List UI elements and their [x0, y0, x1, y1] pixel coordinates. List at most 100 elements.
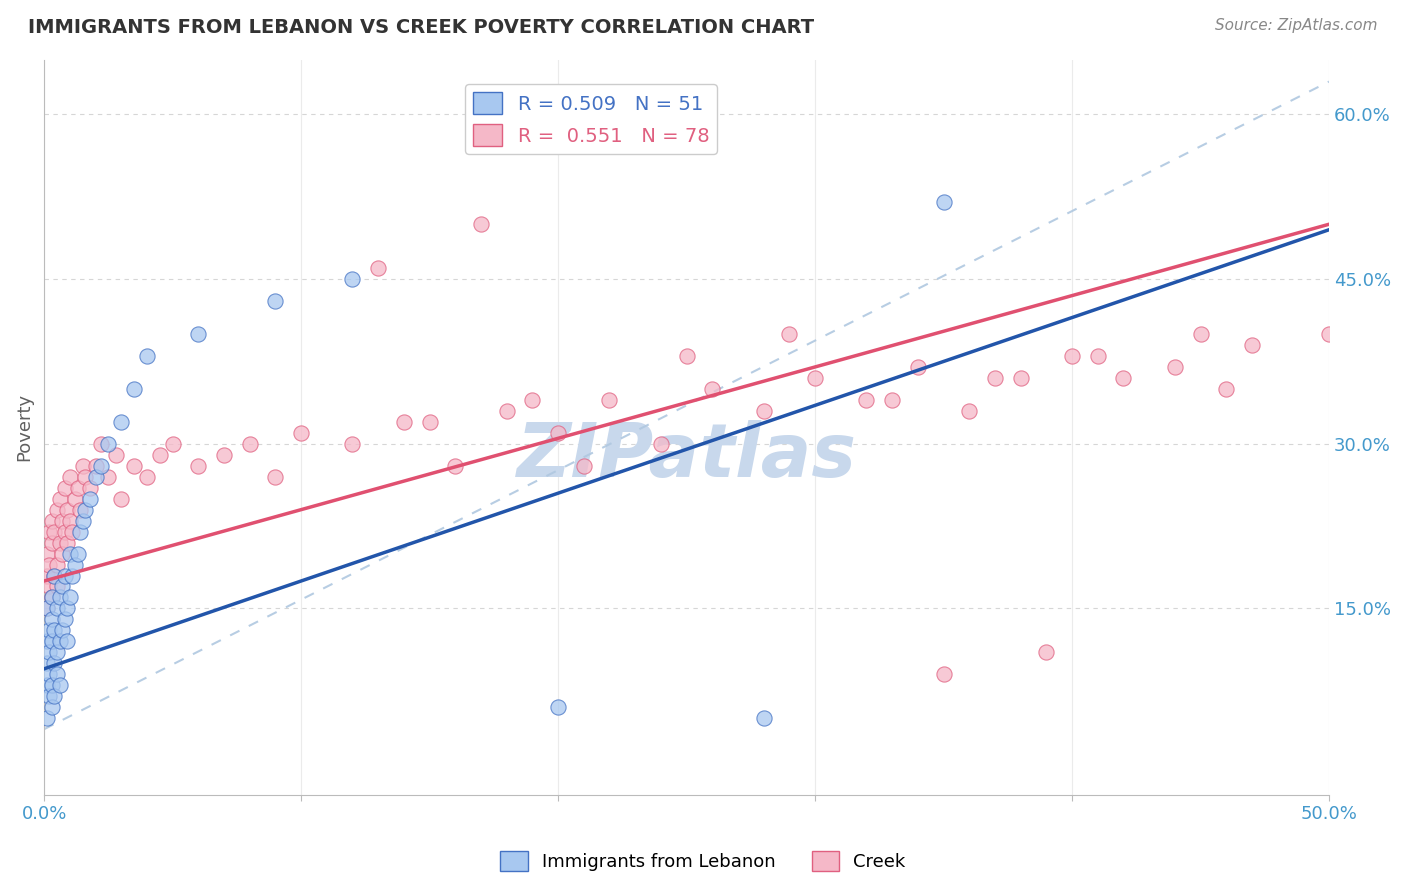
- Point: [41, 634, 63, 648]
- Point: [110, 491, 132, 506]
- Point: [984, 371, 1007, 385]
- Point: [59, 514, 82, 528]
- Point: [51, 580, 73, 594]
- Point: [122, 382, 145, 396]
- Point: [44, 657, 66, 671]
- Point: [598, 392, 620, 407]
- Point: [105, 448, 128, 462]
- Point: [63, 491, 86, 506]
- Point: [444, 458, 467, 473]
- Point: [675, 349, 697, 363]
- Point: [239, 437, 262, 451]
- Point: [1035, 645, 1057, 659]
- Point: [38, 558, 60, 572]
- Point: [41, 535, 63, 549]
- Point: [162, 437, 184, 451]
- Point: [1189, 326, 1212, 341]
- Point: [110, 415, 132, 429]
- Point: [56, 601, 79, 615]
- Point: [44, 568, 66, 582]
- Point: [135, 469, 157, 483]
- Point: [48, 634, 70, 648]
- Point: [804, 371, 827, 385]
- Point: [41, 678, 63, 692]
- Point: [1240, 338, 1263, 352]
- Point: [59, 591, 82, 605]
- Point: [44, 568, 66, 582]
- Point: [53, 524, 76, 539]
- Point: [522, 392, 544, 407]
- Point: [35, 678, 58, 692]
- Point: [367, 261, 389, 276]
- Point: [650, 437, 672, 451]
- Point: [46, 645, 69, 659]
- Point: [44, 524, 66, 539]
- Point: [79, 491, 101, 506]
- Point: [35, 601, 58, 615]
- Point: [38, 645, 60, 659]
- Point: [932, 195, 955, 210]
- Point: [53, 612, 76, 626]
- Point: [342, 437, 364, 451]
- Point: [84, 469, 107, 483]
- Point: [56, 535, 79, 549]
- Point: [752, 711, 775, 725]
- Legend: Immigrants from Lebanon, Creek: Immigrants from Lebanon, Creek: [494, 844, 912, 879]
- Point: [63, 558, 86, 572]
- Point: [41, 514, 63, 528]
- Point: [90, 437, 112, 451]
- Point: [48, 591, 70, 605]
- Point: [778, 326, 800, 341]
- Point: [35, 657, 58, 671]
- Point: [1164, 359, 1187, 374]
- Point: [56, 502, 79, 516]
- Point: [932, 667, 955, 681]
- Point: [35, 711, 58, 725]
- Point: [53, 481, 76, 495]
- Point: [342, 272, 364, 286]
- Point: [1317, 326, 1340, 341]
- Point: [90, 458, 112, 473]
- Point: [66, 547, 89, 561]
- Point: [35, 547, 58, 561]
- Point: [51, 547, 73, 561]
- Point: [264, 294, 287, 309]
- Legend: R = 0.509   N = 51, R =  0.551   N = 78: R = 0.509 N = 51, R = 0.551 N = 78: [465, 84, 717, 154]
- Point: [44, 690, 66, 704]
- Point: [35, 634, 58, 648]
- Point: [547, 700, 569, 714]
- Point: [1087, 349, 1109, 363]
- Point: [41, 612, 63, 626]
- Point: [75, 469, 97, 483]
- Point: [38, 580, 60, 594]
- Point: [46, 502, 69, 516]
- Point: [882, 392, 904, 407]
- Point: [41, 591, 63, 605]
- Point: [38, 524, 60, 539]
- Point: [35, 568, 58, 582]
- Point: [495, 404, 517, 418]
- Point: [46, 580, 69, 594]
- Point: [38, 624, 60, 638]
- Point: [855, 392, 877, 407]
- Point: [48, 535, 70, 549]
- Point: [60, 568, 83, 582]
- Point: [60, 524, 83, 539]
- Point: [38, 690, 60, 704]
- Point: [572, 458, 595, 473]
- Point: [75, 502, 97, 516]
- Point: [187, 458, 209, 473]
- Point: [264, 469, 287, 483]
- Point: [752, 404, 775, 418]
- Point: [1215, 382, 1237, 396]
- Point: [957, 404, 980, 418]
- Point: [38, 667, 60, 681]
- Point: [1112, 371, 1135, 385]
- Point: [69, 524, 91, 539]
- Point: [48, 678, 70, 692]
- Point: [41, 700, 63, 714]
- Point: [1010, 371, 1032, 385]
- Point: [79, 481, 101, 495]
- Point: [46, 667, 69, 681]
- Point: [51, 624, 73, 638]
